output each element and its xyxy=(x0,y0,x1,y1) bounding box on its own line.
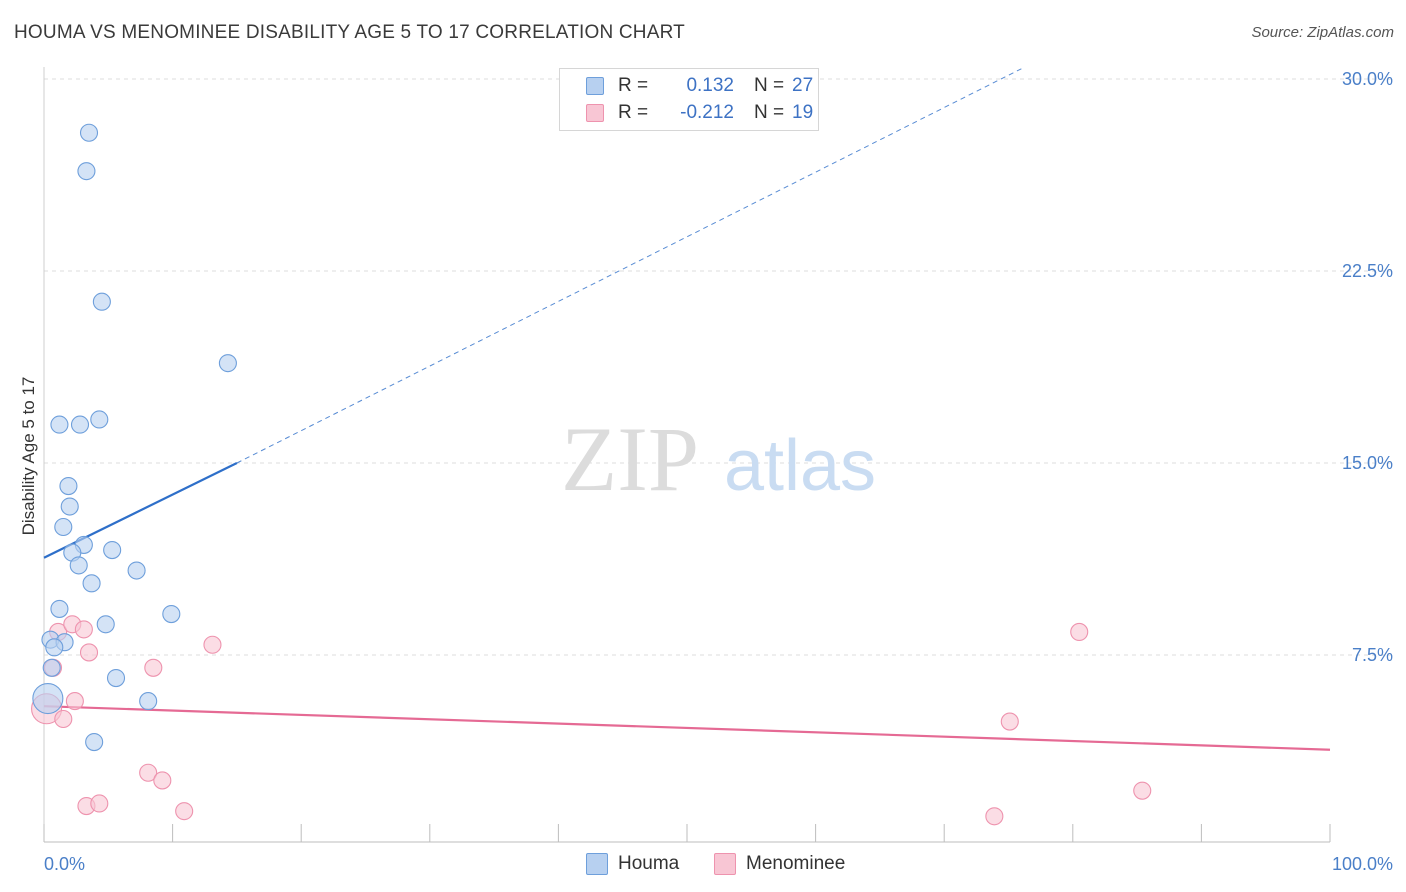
menominee-point-17 xyxy=(1133,781,1152,800)
y-tick-label-0: 7.5% xyxy=(1352,645,1393,665)
menominee-point-14 xyxy=(175,802,194,821)
menominee-point-9 xyxy=(144,658,163,677)
houma-point-16 xyxy=(50,599,69,618)
houma-n-value: 27 xyxy=(792,75,814,96)
houma-point-25 xyxy=(139,692,158,711)
menominee-point-5 xyxy=(79,643,99,662)
menominee-trend-line xyxy=(43,705,1331,751)
menominee-point-11 xyxy=(153,771,172,790)
y-axis-label: Disability Age 5 to 17 xyxy=(19,377,38,536)
houma-point-23 xyxy=(106,668,126,688)
houma-point-26 xyxy=(85,732,104,752)
menominee-legend-label: Menominee xyxy=(746,853,846,874)
bottom-legend-houma: Houma xyxy=(586,851,679,877)
houma-point-21 xyxy=(45,638,64,657)
houma-trend-extension xyxy=(236,68,1022,464)
houma-point-17 xyxy=(162,604,181,624)
menominee-point-16 xyxy=(1000,712,1019,731)
x-tick-label-1: 100.0% xyxy=(1332,854,1393,874)
legend-row-houma: R = 0.132 N = 27 xyxy=(586,74,813,98)
houma-legend-label: Houma xyxy=(618,853,680,874)
x-tick-label-0: 0.0% xyxy=(44,854,85,874)
houma-point-14 xyxy=(127,561,146,580)
menominee-point-8 xyxy=(203,635,222,654)
houma-point-24 xyxy=(32,682,64,715)
houma-point-15 xyxy=(82,574,101,593)
y-tick-label-2: 22.5% xyxy=(1342,261,1393,281)
menominee-point-4 xyxy=(74,620,93,639)
houma-point-2 xyxy=(92,292,111,311)
menominee-point-6 xyxy=(65,692,84,711)
menominee-r-label: R = xyxy=(618,102,649,123)
houma-swatch xyxy=(586,77,604,95)
houma-point-9 xyxy=(54,517,73,537)
tick-labels: 7.5% 15.0% 22.5% 30.0% 0.0% 100.0% xyxy=(44,69,1393,874)
menominee-point-10 xyxy=(139,763,158,782)
houma-point-22 xyxy=(42,658,61,677)
menominee-swatch xyxy=(586,104,604,122)
houma-point-5 xyxy=(70,415,90,434)
houma-bottom-swatch xyxy=(586,853,608,875)
watermark: ZIP atlas xyxy=(561,408,876,510)
menominee-point-13 xyxy=(90,794,109,813)
houma-n-label: N = xyxy=(754,75,785,96)
y-tick-label-1: 15.0% xyxy=(1342,453,1393,473)
houma-point-6 xyxy=(90,410,109,429)
chart-title: HOUMA VS MENOMINEE DISABILITY AGE 5 TO 1… xyxy=(14,22,685,43)
watermark-zip: ZIP xyxy=(561,408,699,510)
houma-point-8 xyxy=(60,497,79,516)
menominee-bottom-swatch xyxy=(714,853,736,875)
houma-point-3 xyxy=(218,354,237,373)
houma-point-13 xyxy=(69,556,88,575)
houma-point-4 xyxy=(50,415,69,434)
menominee-point-15 xyxy=(1070,622,1089,642)
menominee-point-18 xyxy=(985,807,1004,826)
menominee-point-7 xyxy=(54,709,73,729)
source-attribution: Source: ZipAtlas.com xyxy=(1251,24,1394,41)
menominee-n-value: 19 xyxy=(792,102,814,123)
houma-point-12 xyxy=(103,540,122,560)
y-tick-label-3: 30.0% xyxy=(1342,69,1393,89)
data-points xyxy=(31,123,1152,826)
houma-r-value: 0.132 xyxy=(686,75,734,96)
houma-point-1 xyxy=(77,162,96,181)
legend-row-menominee: R = -0.212 N = 19 xyxy=(586,101,813,125)
correlation-legend: R = 0.132 N = 27 R = -0.212 N = 19 xyxy=(559,68,819,131)
houma-point-18 xyxy=(96,615,115,634)
grid-lines xyxy=(44,78,1393,656)
houma-point-0 xyxy=(79,123,99,142)
bottom-legend-menominee: Menominee xyxy=(714,851,845,877)
watermark-atlas: atlas xyxy=(724,426,876,506)
menominee-r-value: -0.212 xyxy=(680,102,734,123)
houma-r-label: R = xyxy=(618,75,649,96)
houma-point-7 xyxy=(59,476,78,496)
menominee-n-label: N = xyxy=(754,102,785,123)
